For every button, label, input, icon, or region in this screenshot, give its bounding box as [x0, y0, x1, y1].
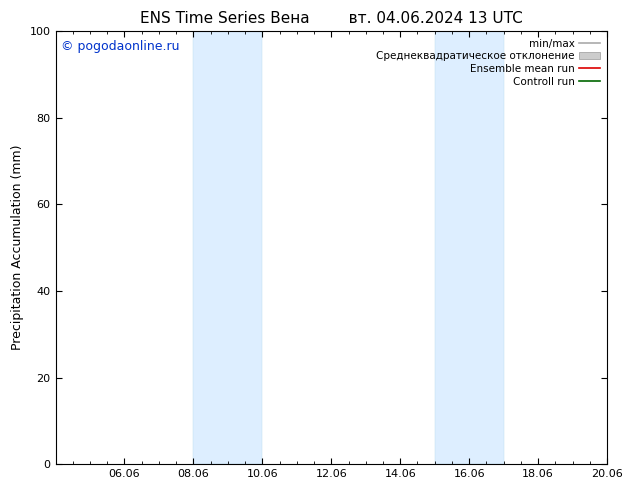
Text: © pogodaonline.ru: © pogodaonline.ru — [61, 40, 179, 53]
Legend: min/max, Среднеквадратическое отклонение, Ensemble mean run, Controll run: min/max, Среднеквадратическое отклонение… — [374, 37, 602, 89]
Bar — [435, 31, 503, 464]
Y-axis label: Precipitation Accumulation (mm): Precipitation Accumulation (mm) — [11, 145, 24, 350]
Bar — [193, 31, 262, 464]
Title: ENS Time Series Вена        вт. 04.06.2024 13 UTC: ENS Time Series Вена вт. 04.06.2024 13 U… — [140, 11, 522, 26]
